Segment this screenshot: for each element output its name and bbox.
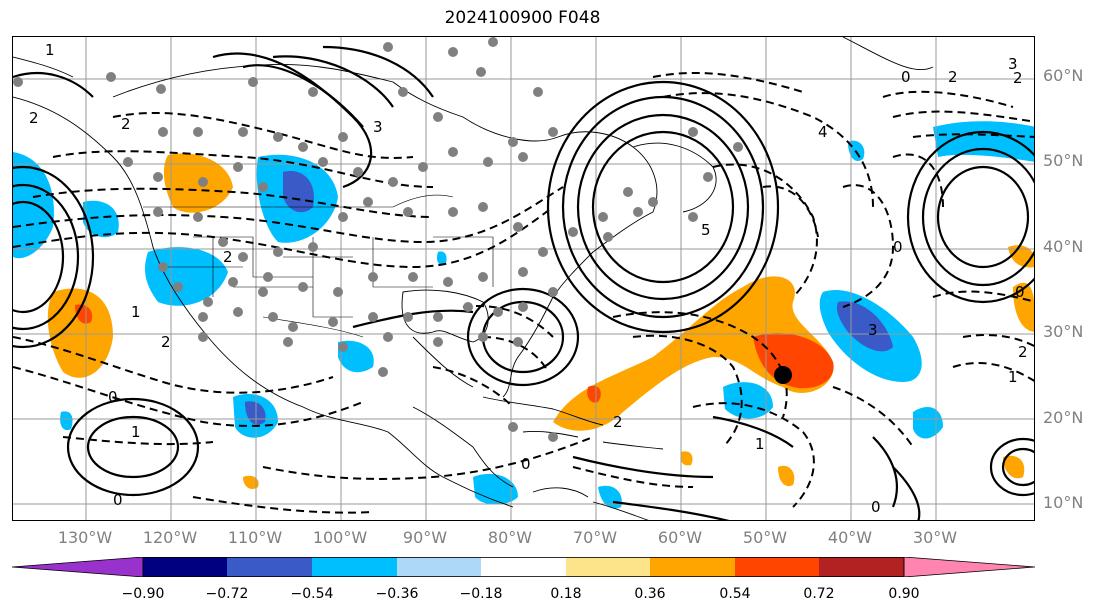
colorbar-segment	[650, 557, 735, 577]
lat-label-60n: 60°N	[1043, 66, 1084, 85]
colorbar-extend-low	[12, 557, 144, 577]
lon-label-120w: 120°W	[142, 528, 198, 547]
lat-label-20n: 20°N	[1043, 408, 1084, 427]
svg-text:1: 1	[131, 423, 141, 441]
colorbar-tick: −0.54	[290, 586, 334, 602]
colorbar-tick: 0.72	[803, 586, 835, 602]
colorbar-tick: −0.72	[205, 586, 249, 602]
colorbar-segment	[397, 557, 481, 577]
svg-text:3: 3	[1008, 55, 1018, 73]
svg-text:2: 2	[223, 248, 233, 266]
colorbar-segment	[566, 557, 650, 577]
lon-label-100w: 100°W	[312, 528, 368, 547]
lon-label-30w: 30°W	[912, 528, 958, 547]
colorbar-tick: −0.90	[121, 586, 165, 602]
lon-label-40w: 40°W	[827, 528, 873, 547]
svg-text:2: 2	[161, 333, 171, 351]
colorbar-extend-high	[903, 557, 1035, 577]
anomaly-shading	[13, 121, 1034, 509]
svg-text:1: 1	[755, 435, 765, 453]
svg-text:2: 2	[613, 413, 623, 431]
colorbar-segment	[481, 557, 566, 577]
svg-text:2: 2	[948, 68, 958, 86]
colorbar	[12, 557, 1035, 577]
svg-text:0: 0	[113, 491, 123, 509]
map-title: 2024100900 F048	[444, 8, 601, 28]
colorbar-segment	[312, 557, 397, 577]
map-panel: 1 2 3 2 3 4 5 0 2 3 1 2 0 1 0 2 1 0 0 2 …	[12, 36, 1035, 521]
colorbar-tick: 0.54	[719, 586, 751, 602]
colorbar-segment	[819, 557, 904, 577]
svg-text:0: 0	[901, 68, 911, 86]
svg-text:5: 5	[701, 221, 711, 239]
svg-text:0: 0	[108, 388, 118, 406]
svg-text:1: 1	[131, 303, 141, 321]
svg-text:3: 3	[373, 118, 383, 136]
lat-label-50n: 50°N	[1043, 151, 1084, 170]
svg-text:1: 1	[1008, 368, 1018, 386]
borders	[143, 194, 494, 338]
svg-text:0: 0	[871, 498, 881, 516]
colorbar-outline	[142, 557, 905, 577]
svg-text:1: 1	[45, 41, 55, 59]
colorbar-segment	[143, 557, 227, 577]
svg-text:2: 2	[29, 109, 39, 127]
svg-text:2: 2	[1013, 69, 1023, 87]
lat-label-40n: 40°N	[1043, 237, 1084, 256]
storm-center-marker	[774, 366, 792, 384]
svg-text:0: 0	[893, 238, 903, 256]
lat-label-10n: 10°N	[1043, 493, 1084, 512]
colorbar-segment	[227, 557, 312, 577]
svg-text:2: 2	[1018, 343, 1028, 361]
colorbar-tick: 0.90	[888, 586, 920, 602]
lon-label-90w: 90°W	[402, 528, 448, 547]
svg-text:0: 0	[521, 455, 531, 473]
map-svg: 1 2 3 2 3 4 5 0 2 3 1 2 0 1 0 2 1 0 0 2 …	[13, 37, 1034, 520]
svg-text:3: 3	[868, 321, 878, 339]
colorbar-tick: −0.18	[459, 586, 503, 602]
lon-label-80w: 80°W	[487, 528, 533, 547]
colorbar-tick: 0.36	[634, 586, 666, 602]
colorbar-tick: 0.18	[550, 586, 582, 602]
svg-text:0: 0	[1015, 283, 1025, 301]
svg-text:2: 2	[121, 115, 131, 133]
station-dots	[13, 37, 743, 442]
lat-label-30n: 30°N	[1043, 322, 1084, 341]
lon-label-110w: 110°W	[227, 528, 283, 547]
lon-label-70w: 70°W	[572, 528, 618, 547]
lon-label-60w: 60°W	[657, 528, 703, 547]
colorbar-tick: −0.36	[375, 586, 419, 602]
lon-label-130w: 130°W	[57, 528, 113, 547]
svg-text:4: 4	[818, 123, 828, 141]
colorbar-segment	[735, 557, 819, 577]
positive-contours	[13, 45, 1034, 520]
colorbar-segments	[12, 557, 1035, 577]
lon-label-50w: 50°W	[742, 528, 788, 547]
contour-labels: 1 2 3 2 3 4 5 0 2 3 1 2 0 1 0 2 1 0 0 2 …	[29, 41, 1028, 516]
